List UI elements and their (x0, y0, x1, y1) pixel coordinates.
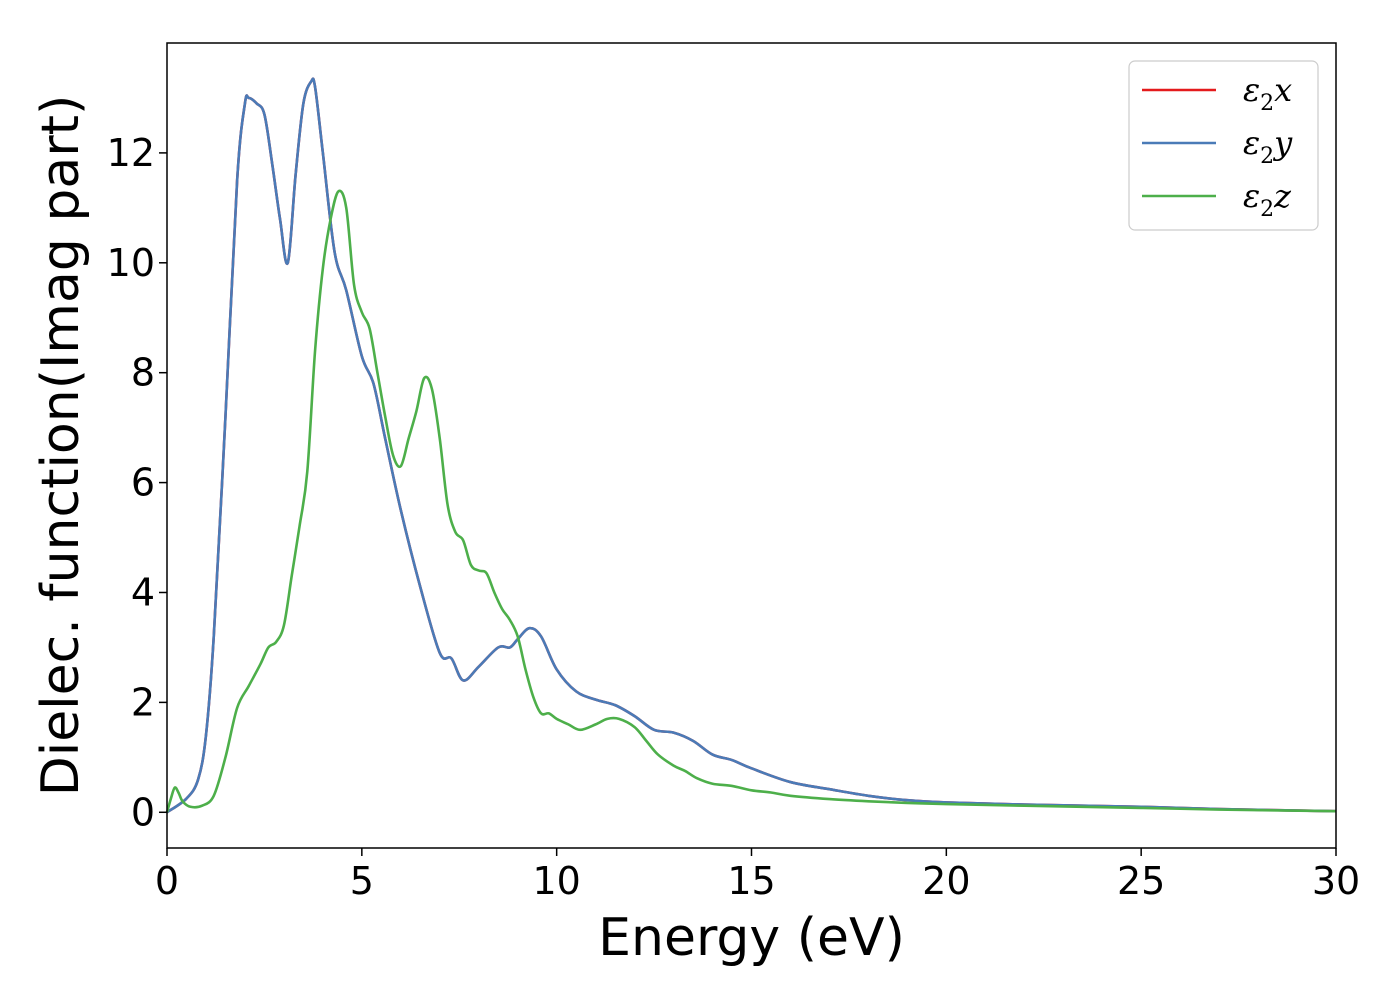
legend-label-y: ε2y (1243, 124, 1293, 169)
x-axis-label: Energy (eV) (598, 908, 905, 968)
y-tick-label: 4 (131, 570, 155, 614)
legend: ε2x ε2y ε2z (1128, 60, 1319, 231)
legend-label-x: ε2x (1243, 71, 1292, 116)
tick-layer: 0 5 10 15 20 25 30 0 2 4 6 8 10 12 (107, 131, 1361, 903)
series-layer (165, 77, 1337, 814)
x-tick-label: 10 (532, 859, 580, 903)
y-tick-label: 12 (107, 131, 155, 175)
series-line-y (166, 77, 1337, 814)
legend-label-z: ε2z (1243, 177, 1292, 222)
series-line-z (165, 189, 1337, 813)
x-tick-label: 5 (350, 859, 374, 903)
y-tick-label: 0 (131, 790, 155, 834)
x-tick-label: 15 (727, 859, 775, 903)
x-tick-label: 30 (1312, 859, 1360, 903)
x-tick-label: 20 (922, 859, 970, 903)
x-tick-label: 25 (1117, 859, 1165, 903)
y-tick-label: 2 (131, 680, 155, 724)
x-tick-label: 0 (155, 859, 179, 903)
y-tick-label: 8 (131, 351, 155, 395)
legend-box (1128, 60, 1319, 231)
y-tick-label: 10 (107, 241, 155, 285)
y-tick-label: 6 (131, 461, 155, 505)
y-axis-label: Dielec. function(Imag part) (31, 95, 91, 797)
